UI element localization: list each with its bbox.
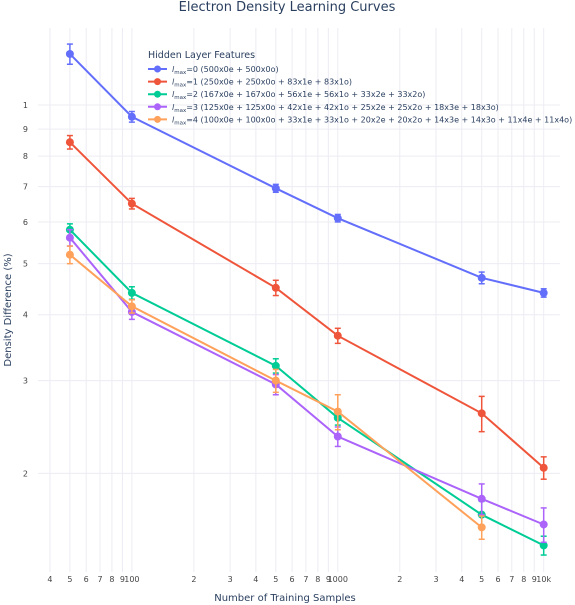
y-axis-title: Density Difference (%) [3,253,14,366]
y-tick-label: 8 [23,152,28,161]
x-tick-label: 6 [84,575,89,584]
data-point [127,302,136,311]
legend-item-0: lmax=0 (500x0e + 500x0o) [148,65,279,76]
y-tick-label: 6 [23,218,28,227]
data-point [271,184,280,193]
y-tick-label: 2 [23,469,28,478]
legend-swatch-marker [154,78,161,86]
x-tick-label: 6 [290,575,295,584]
data-point [333,407,342,416]
y-tick-label: 5 [23,260,28,269]
legend: Hidden Layer Features lmax=0 (500x0e + 5… [148,50,572,126]
x-axis-title: Number of Training Samples [214,593,356,604]
plot-area [65,43,548,556]
legend-label: lmax=2 (167x0e + 167x0o + 56x1e + 56x1o … [172,90,425,101]
data-point [477,409,486,418]
data-point [539,288,548,297]
y-tick-label: 1 [23,101,28,110]
legend-label: lmax=3 (125x0e + 125x0o + 42x1e + 42x1o … [172,103,499,114]
x-tick-label: 7 [303,575,308,584]
x-tick-label: 6 [495,575,500,584]
legend-label: lmax=4 (100x0e + 100x0o + 33x1e + 33x1o … [172,115,572,126]
data-point [127,199,136,208]
data-point [271,361,280,370]
data-point [65,233,74,242]
legend-title: Hidden Layer Features [148,50,255,61]
x-tick-label: 4 [47,575,52,584]
series-3 [65,228,548,544]
data-point [65,250,74,259]
data-point [127,288,136,297]
data-point [477,273,486,282]
series-0 [65,43,548,298]
x-tick-label: 2 [191,575,196,584]
data-point [333,331,342,340]
series-4 [65,245,486,540]
legend-label: lmax=1 (250x0e + 250x0o + 83x1e + 83x1o) [172,78,352,89]
data-point [539,541,548,550]
legend-item-4: lmax=4 (100x0e + 100x0o + 33x1e + 33x1o … [148,115,572,126]
data-point [65,49,74,58]
legend-swatch-marker [154,103,161,111]
chart-title: Electron Density Learning Curves [179,0,396,15]
data-point [539,463,548,472]
x-tick-label: 9 [532,575,537,584]
data-point [271,283,280,292]
x-tick-label: 9 [120,575,125,584]
x-tick-label: 5 [273,575,278,584]
series-line [69,237,545,526]
x-tick-label: 100 [124,575,139,584]
data-point [333,214,342,223]
legend-item-2: lmax=2 (167x0e + 167x0o + 56x1e + 56x1o … [148,90,425,101]
series-1 [65,134,548,480]
x-tick-label: 8 [521,575,526,584]
x-tick-label: 10k [536,575,551,584]
data-point [477,523,486,532]
series-line [69,53,544,294]
series-line [69,141,545,469]
x-tick-label: 3 [228,575,233,584]
y-tick-label: 9 [23,125,28,134]
x-tick-label: 5 [67,575,72,584]
y-axis-ticks: 2 3 4 5 6 7 8 9 1 [23,101,28,478]
y-tick-label: 3 [23,377,28,386]
x-tick-label: 7 [97,575,102,584]
x-tick-label: 7 [509,575,514,584]
y-tick-label: 4 [23,311,28,320]
x-tick-label: 8 [109,575,114,584]
x-tick-label: 9 [326,575,331,584]
data-point [271,376,280,385]
legend-swatch-marker [154,65,161,73]
data-point [127,112,136,121]
series-2 [65,223,548,556]
data-point [333,432,342,441]
x-tick-label: 8 [315,575,320,584]
data-point [539,520,548,529]
y-tick-label: 7 [23,183,28,192]
legend-item-1: lmax=1 (250x0e + 250x0o + 83x1e + 83x1o) [148,78,352,89]
legend-item-3: lmax=3 (125x0e + 125x0o + 42x1e + 42x1o … [148,103,499,114]
x-tick-label: 5 [479,575,484,584]
x-tick-label: 4 [459,575,464,584]
x-tick-label: 1000 [328,575,348,584]
x-tick-label: 4 [253,575,258,584]
data-point [477,494,486,503]
series-line [69,228,545,547]
x-tick-label: 2 [397,575,402,584]
grid-lines [38,28,560,572]
data-point [65,138,74,147]
x-tick-label: 3 [433,575,438,584]
legend-swatch-marker [154,90,161,98]
legend-items: lmax=0 (500x0e + 500x0o) lmax=1 (250x0e +… [148,65,572,126]
legend-label: lmax=0 (500x0e + 500x0o) [172,65,279,76]
legend-swatch-marker [154,115,161,123]
